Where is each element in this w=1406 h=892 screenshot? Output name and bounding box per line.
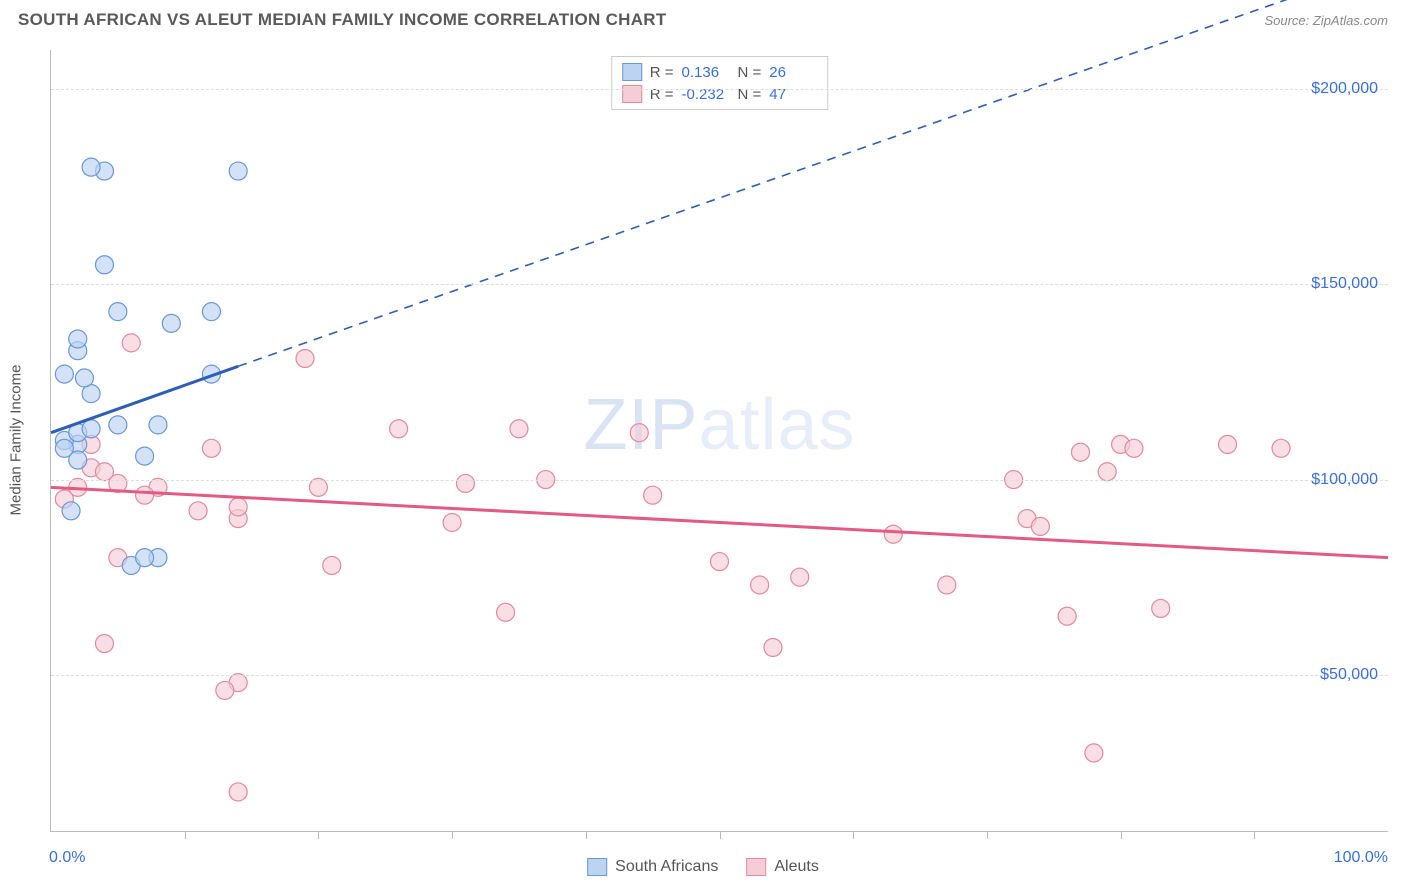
data-point [95, 256, 113, 274]
data-point [1125, 439, 1143, 457]
r-label: R = [650, 86, 674, 103]
legend-label: South Africans [615, 858, 718, 876]
x-axis-min-label: 0.0% [49, 849, 85, 867]
data-point [229, 498, 247, 516]
data-point [202, 303, 220, 321]
x-tick [318, 831, 319, 839]
x-tick [853, 831, 854, 839]
data-point [323, 556, 341, 574]
x-tick [720, 831, 721, 839]
data-point [791, 568, 809, 586]
data-point [55, 365, 73, 383]
r-value: -0.232 [682, 86, 730, 103]
n-label: N = [738, 86, 762, 103]
data-point [1071, 443, 1089, 461]
data-point [1272, 439, 1290, 457]
data-point [149, 416, 167, 434]
data-point [202, 439, 220, 457]
chart-plot-area: ZIPatlas R =0.136N =26R =-0.232N =47 0.0… [50, 50, 1388, 832]
data-point [1219, 435, 1237, 453]
data-point [497, 603, 515, 621]
data-point [75, 369, 93, 387]
data-point [1098, 463, 1116, 481]
legend-row: R = 0.136 N = 26 [622, 61, 818, 83]
y-tick-label: $100,000 [1311, 471, 1378, 489]
data-point [82, 158, 100, 176]
source-label: Source: ZipAtlas.com [1264, 13, 1388, 28]
data-point [62, 502, 80, 520]
data-point [109, 303, 127, 321]
data-point [309, 478, 327, 496]
n-value: 47 [769, 86, 817, 103]
data-point [136, 486, 154, 504]
data-point [456, 474, 474, 492]
x-tick [1121, 831, 1122, 839]
data-point [630, 424, 648, 442]
gridline [51, 480, 1388, 481]
gridline [51, 675, 1388, 676]
data-point [938, 576, 956, 594]
data-point [1031, 517, 1049, 535]
data-point [69, 330, 87, 348]
data-point [390, 420, 408, 438]
legend-swatch [622, 63, 642, 81]
data-point [55, 439, 73, 457]
data-point [136, 447, 154, 465]
x-tick [185, 831, 186, 839]
legend-row: R = -0.232 N = 47 [622, 83, 818, 105]
legend-item: Aleuts [746, 858, 818, 876]
trend-line-extension [238, 0, 1388, 366]
data-point [162, 314, 180, 332]
series-legend: South Africans Aleuts [587, 858, 819, 876]
data-point [764, 638, 782, 656]
gridline [51, 284, 1388, 285]
data-point [229, 162, 247, 180]
x-tick [987, 831, 988, 839]
scatter-plot-svg [51, 50, 1388, 831]
legend-swatch [746, 858, 766, 876]
data-point [216, 681, 234, 699]
data-point [1085, 744, 1103, 762]
legend-item: South Africans [587, 858, 718, 876]
n-label: N = [738, 64, 762, 81]
legend-label: Aleuts [774, 858, 818, 876]
data-point [136, 549, 154, 567]
data-point [644, 486, 662, 504]
r-value: 0.136 [682, 64, 730, 81]
x-tick [586, 831, 587, 839]
data-point [443, 514, 461, 532]
y-tick-label: $50,000 [1320, 666, 1378, 684]
gridline [51, 89, 1388, 90]
legend-swatch [622, 85, 642, 103]
y-tick-label: $200,000 [1311, 80, 1378, 98]
data-point [1058, 607, 1076, 625]
x-tick [1254, 831, 1255, 839]
chart-title: SOUTH AFRICAN VS ALEUT MEDIAN FAMILY INC… [18, 10, 667, 30]
y-tick-label: $150,000 [1311, 275, 1378, 293]
data-point [711, 553, 729, 571]
data-point [95, 635, 113, 653]
legend-swatch [587, 858, 607, 876]
data-point [296, 349, 314, 367]
data-point [189, 502, 207, 520]
correlation-legend: R = 0.136 N = 26 R = -0.232 N = 47 [611, 56, 829, 110]
data-point [751, 576, 769, 594]
data-point [122, 334, 140, 352]
data-point [1152, 599, 1170, 617]
x-axis-max-label: 100.0% [1334, 849, 1388, 867]
r-label: R = [650, 64, 674, 81]
data-point [884, 525, 902, 543]
data-point [109, 416, 127, 434]
data-point [229, 783, 247, 801]
data-point [82, 420, 100, 438]
data-point [510, 420, 528, 438]
n-value: 26 [769, 64, 817, 81]
y-axis-title: Median Family Income [8, 365, 25, 516]
trend-line [51, 487, 1388, 557]
x-tick [452, 831, 453, 839]
